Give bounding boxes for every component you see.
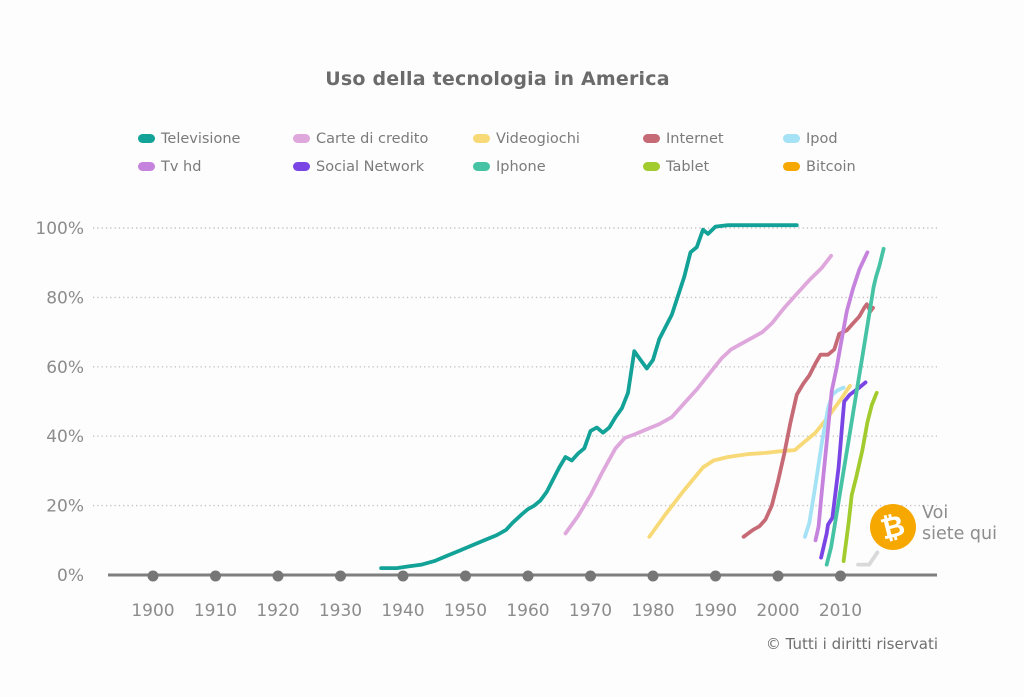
chart-title: Uso della tecnologia in America: [325, 68, 670, 90]
axis-dot-1990: [710, 570, 721, 582]
y-tick-label-80%: 80%: [46, 288, 84, 308]
axis-dot-1970: [585, 570, 596, 582]
legend-label-bitcoin: Bitcoin: [806, 158, 856, 175]
series-line-bitcoin: [856, 550, 880, 567]
legend-swatch-ipod: [783, 134, 800, 143]
x-tick-label-1960: 1960: [506, 601, 549, 621]
series-line-internet: [741, 302, 875, 539]
legend-item-iphone: Iphone: [473, 158, 643, 175]
chart-legend: Televisione Carte di credito Videogiochi In…: [138, 130, 903, 175]
legend-item-televisione: Televisione: [138, 130, 293, 147]
axis-dot-1940: [397, 570, 409, 582]
x-tick-label-1920: 1920: [256, 601, 299, 621]
legend-label-social-network: Social Network: [316, 158, 425, 175]
series-line-tablet: [841, 390, 879, 563]
y-tick-label-40%: 40%: [46, 427, 84, 447]
legend-swatch-internet: [643, 134, 660, 143]
y-tick-label-60%: 60%: [46, 358, 84, 378]
series-line-televisione: [379, 223, 799, 570]
axis-dot-1930: [335, 570, 346, 582]
series-line-social-network: [819, 380, 868, 560]
axis-dot-1910: [210, 570, 221, 582]
legend-item-carte-di-credito: Carte di credito: [293, 130, 473, 147]
y-tick-label-100%: 100%: [35, 219, 84, 239]
x-tick-label-1970: 1970: [569, 601, 612, 621]
legend-label-tv-hd: Tv hd: [161, 158, 202, 175]
series-line-carte-di-credito: [563, 253, 833, 536]
bitcoin-symbol: ₿: [877, 507, 909, 546]
axis-dot-1950: [460, 570, 471, 582]
you-are-here-line1: Voi: [922, 503, 949, 523]
legend-label-televisione: Televisione: [161, 130, 241, 147]
legend-label-carte-di-credito: Carte di credito: [316, 130, 429, 147]
y-tick-label-0%: 0%: [57, 566, 84, 586]
legend-item-videogiochi: Videogiochi: [473, 130, 643, 147]
legend-label-tablet: Tablet: [666, 158, 710, 175]
x-tick-label-2010: 2010: [819, 601, 862, 621]
x-tick-label-1940: 1940: [381, 601, 424, 621]
legend-label-internet: Internet: [666, 130, 724, 147]
legend-swatch-videogiochi: [473, 134, 490, 143]
x-tick-label-1990: 1990: [694, 601, 737, 621]
x-tick-label-2000: 2000: [756, 601, 799, 621]
axis-dot-2010: [835, 570, 846, 582]
legend-label-iphone: Iphone: [496, 158, 546, 175]
series-line-tv-hd: [813, 250, 870, 543]
legend-swatch-tablet: [643, 162, 660, 171]
legend-item-social-network: Social Network: [293, 158, 473, 175]
axis-dot-2000: [772, 570, 784, 582]
legend-item-bitcoin: Bitcoin: [783, 158, 903, 175]
series-line-ipod: [803, 385, 846, 539]
axis-dot-1980: [647, 570, 659, 582]
legend-item-internet: Internet: [643, 130, 783, 147]
legend-swatch-carte-di-credito: [293, 134, 310, 143]
x-tick-label-1930: 1930: [319, 601, 362, 621]
legend-item-tv-hd: Tv hd: [138, 158, 293, 175]
bitcoin-coin-icon: ₿: [870, 504, 916, 550]
x-tick-label-1980: 1980: [631, 601, 674, 621]
x-tick-label-1910: 1910: [194, 601, 237, 621]
copyright-notice: © Tutti i diritti riservati: [765, 635, 938, 653]
legend-swatch-iphone: [473, 162, 490, 171]
series-line-iphone: [824, 246, 886, 567]
legend-label-ipod: Ipod: [806, 130, 838, 147]
legend-item-ipod: Ipod: [783, 130, 903, 147]
legend-label-videogiochi: Videogiochi: [496, 130, 580, 147]
y-tick-label-20%: 20%: [46, 497, 84, 517]
axis-dot-1960: [522, 570, 534, 582]
legend-swatch-social-network: [293, 162, 310, 171]
you-are-here-line2: siete qui: [922, 524, 997, 544]
axis-dot-1900: [147, 570, 159, 582]
you-are-here-annotation: Voi siete qui: [922, 503, 997, 545]
x-tick-label-1900: 1900: [131, 601, 174, 621]
x-tick-label-1950: 1950: [444, 601, 487, 621]
legend-swatch-televisione: [138, 134, 155, 143]
legend-item-tablet: Tablet: [643, 158, 783, 175]
legend-swatch-tv-hd: [138, 162, 155, 171]
axis-dot-1920: [272, 570, 284, 582]
legend-swatch-bitcoin: [783, 162, 800, 171]
